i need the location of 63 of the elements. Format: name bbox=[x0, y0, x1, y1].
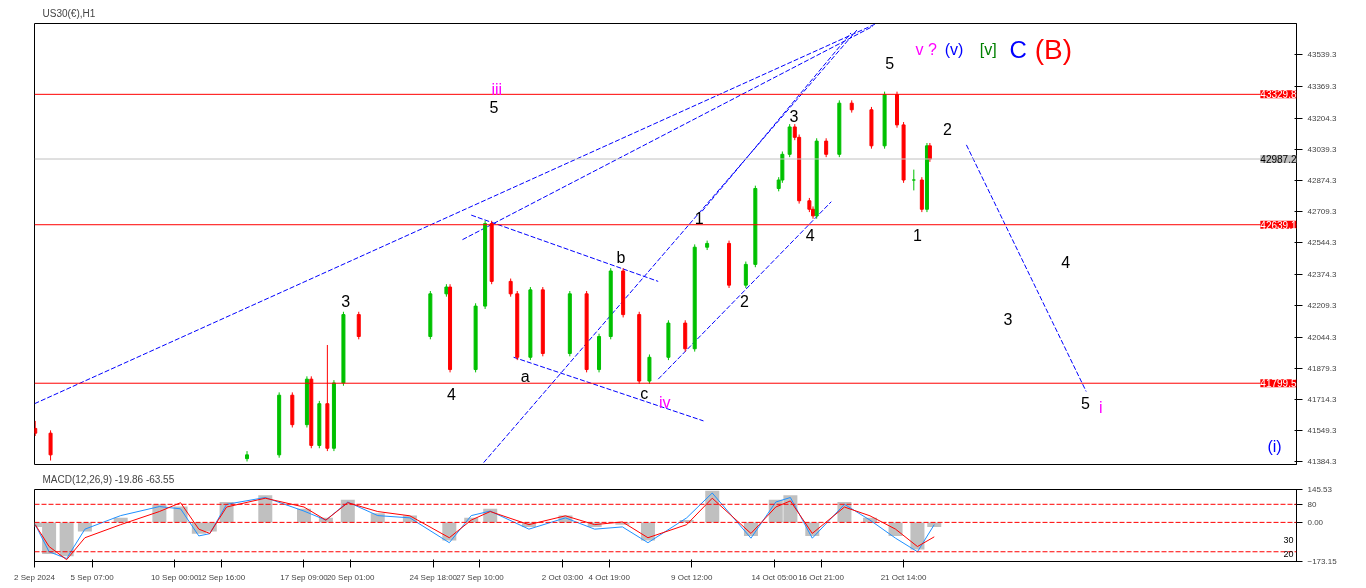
chart-title: US30(€),H1 bbox=[42, 7, 96, 19]
y-tick-label: 42374.3 bbox=[1307, 270, 1337, 280]
annotation: (B) bbox=[1034, 34, 1072, 66]
annotation: 2 bbox=[739, 293, 749, 311]
y-tick-label: 43039.3 bbox=[1307, 144, 1337, 154]
annotation: 5 bbox=[885, 55, 895, 73]
x-tick-label: 2 Oct 03:00 bbox=[541, 572, 584, 582]
annotation: v ? bbox=[915, 41, 937, 59]
annotation: 1 bbox=[694, 209, 704, 227]
x-tick-label: 21 Oct 14:00 bbox=[880, 572, 928, 582]
annotation: (i) bbox=[1267, 438, 1282, 456]
y-tick-label: 41384.3 bbox=[1307, 457, 1337, 467]
annotation: 2 bbox=[942, 121, 952, 139]
y-tick-label: 145.53 bbox=[1307, 485, 1333, 494]
y-tick-label: 43369.3 bbox=[1307, 82, 1337, 92]
y-tick-label: 41879.3 bbox=[1307, 363, 1337, 373]
ref-line-label: 43329.8 bbox=[1260, 89, 1297, 101]
annotation: b bbox=[616, 248, 626, 266]
annotation: a bbox=[520, 367, 530, 385]
y-tick-label: 80 bbox=[1307, 499, 1317, 509]
annotation: 5 bbox=[1080, 394, 1090, 412]
annotation: 3 bbox=[341, 293, 351, 311]
annotation: 4 bbox=[447, 385, 457, 403]
y-tick-label: 41714.3 bbox=[1307, 394, 1337, 404]
annotation: 3 bbox=[789, 108, 799, 126]
annotation: 20 bbox=[1283, 549, 1294, 560]
annotation: 30 bbox=[1283, 534, 1294, 545]
y-tick-label: 42709.3 bbox=[1307, 206, 1337, 216]
chart-title: MACD(12,26,9) -19.86 -63.55 bbox=[42, 473, 175, 485]
annotation: c bbox=[640, 385, 649, 403]
annotation: iv bbox=[658, 394, 671, 412]
x-tick-label: 4 Oct 19:00 bbox=[588, 572, 631, 582]
y-tick-label: 43204.3 bbox=[1307, 113, 1337, 123]
y-tick-label: 41549.3 bbox=[1307, 425, 1337, 435]
annotation: 1 bbox=[913, 227, 923, 245]
annotation: 4 bbox=[805, 227, 815, 245]
y-tick-label: 0.00 bbox=[1307, 517, 1324, 527]
annotation: iii bbox=[491, 81, 503, 99]
y-tick-label: 42209.3 bbox=[1307, 301, 1337, 311]
x-tick-label: 12 Sep 16:00 bbox=[197, 572, 246, 582]
y-tick-label: 42874.3 bbox=[1307, 175, 1337, 185]
x-tick-label: 5 Sep 07:00 bbox=[70, 572, 115, 582]
annotation: C bbox=[1009, 36, 1027, 64]
annotation: i bbox=[1099, 398, 1103, 416]
x-tick-label: 2 Sep 2024 bbox=[14, 572, 56, 582]
x-tick-label: 17 Sep 09:00 bbox=[280, 572, 329, 582]
annotation: 4 bbox=[1061, 253, 1071, 271]
y-tick-label: 43539.3 bbox=[1307, 50, 1337, 60]
y-tick-label: −173.15 bbox=[1307, 557, 1338, 566]
annotation: 5 bbox=[489, 99, 499, 117]
y-tick-label: 42544.3 bbox=[1307, 238, 1337, 248]
x-tick-label: 14 Oct 05:00 bbox=[751, 572, 798, 582]
ref-line-label: 42987.2 bbox=[1260, 154, 1297, 166]
x-tick-label: 9 Oct 12:00 bbox=[671, 572, 714, 582]
x-tick-label: 24 Sep 18:00 bbox=[409, 572, 458, 582]
annotation: (v) bbox=[944, 41, 964, 59]
ref-line-label: 42639.1 bbox=[1260, 219, 1297, 231]
ref-line-label: 41799.5 bbox=[1260, 378, 1297, 390]
x-tick-label: 16 Oct 21:00 bbox=[798, 572, 845, 582]
y-tick-label: 42044.3 bbox=[1307, 332, 1337, 342]
annotation: [v] bbox=[979, 41, 997, 59]
x-tick-label: 27 Sep 10:00 bbox=[456, 572, 505, 582]
annotation: 3 bbox=[1003, 310, 1013, 328]
